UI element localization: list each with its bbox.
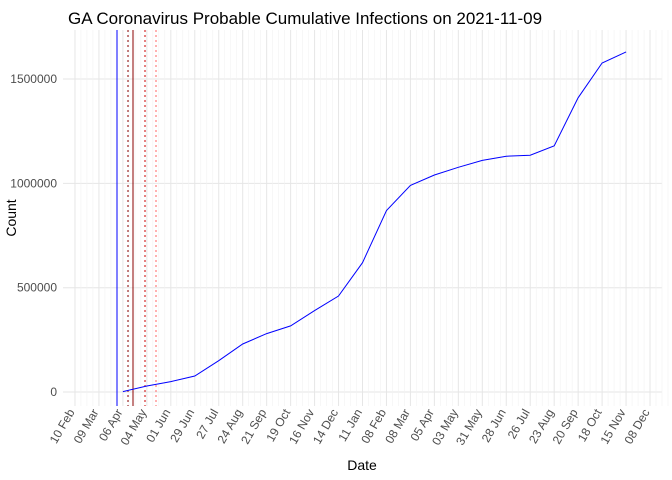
y-tick-label: 1500000	[10, 72, 57, 86]
reference-lines	[116, 30, 157, 406]
y-tick-label: 0	[50, 385, 57, 399]
chart-title: GA Coronavirus Probable Cumulative Infec…	[68, 9, 542, 28]
data-line	[122, 51, 627, 393]
x-tick-label: 28 Jun	[479, 407, 509, 445]
x-axis-title: Date	[347, 457, 377, 473]
y-tick-label: 1000000	[10, 176, 57, 190]
y-tick-label: 500000	[17, 281, 57, 295]
y-axis-title: Count	[3, 199, 19, 236]
grid	[63, 30, 669, 406]
x-tick-label: 29 Jun	[167, 407, 197, 445]
